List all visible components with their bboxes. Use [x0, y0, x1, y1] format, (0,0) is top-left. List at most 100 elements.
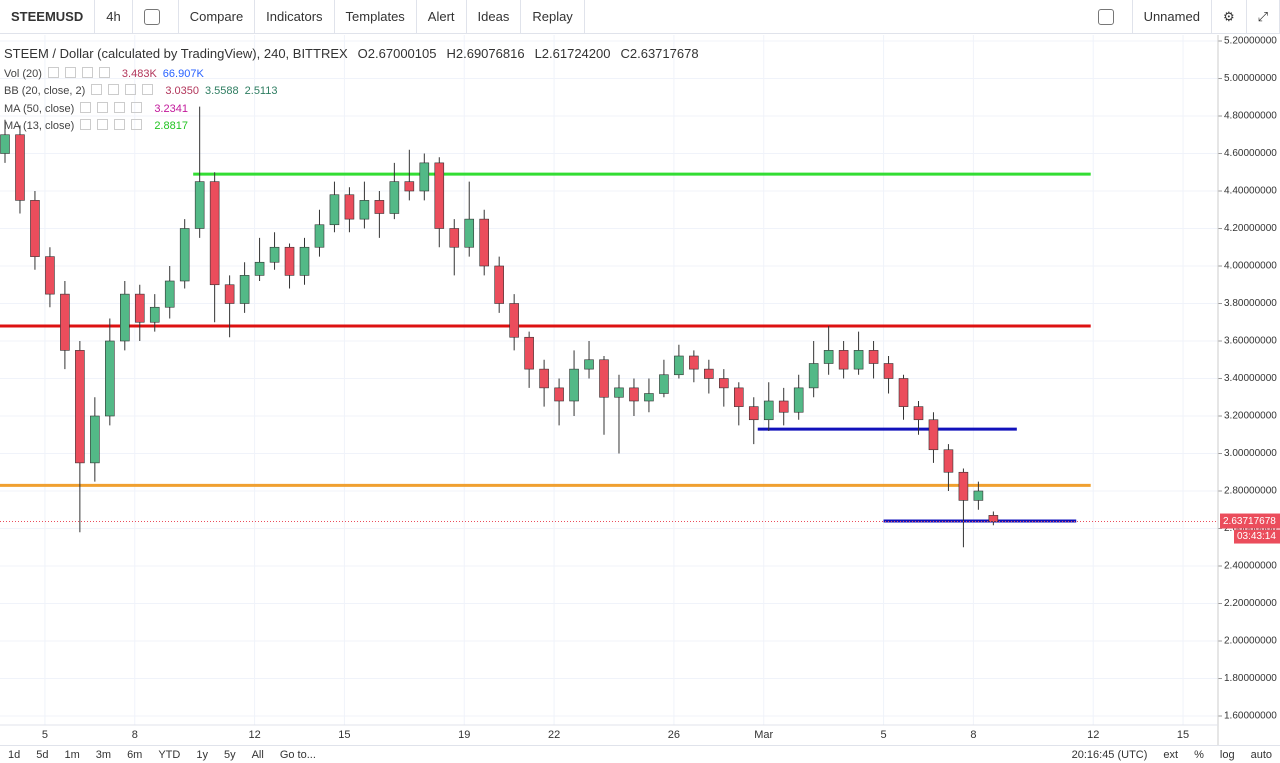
indicator-row: MA (50, close) 3.2341 [4, 100, 699, 118]
control-box[interactable] [80, 101, 92, 113]
candle-body [704, 368, 714, 379]
ohlc-item: C2.63717678 [620, 46, 698, 61]
y-tick-label: 5.00000000 [1224, 73, 1277, 84]
candle-body [419, 162, 430, 192]
control-box[interactable] [131, 101, 143, 113]
indicator-value: 3.0350 [165, 85, 199, 98]
control-box[interactable] [81, 66, 93, 78]
indicator-name: Vol (20) [4, 67, 42, 80]
countdown: 03:43:14 [1237, 531, 1276, 542]
scale-option[interactable]: log [1219, 748, 1235, 761]
candle-body [674, 355, 684, 376]
x-tick-label: 8 [970, 729, 976, 741]
scale-option[interactable]: ext [1163, 748, 1179, 761]
y-tick-label: 3.20000000 [1224, 411, 1277, 422]
candle-body [60, 293, 70, 351]
candle-body [584, 359, 594, 370]
candle-body [644, 393, 654, 402]
plot-background [0, 35, 1218, 725]
legend-title: STEEM / Dollar (calculated by TradingVie… [4, 46, 699, 61]
chart: 1.60000000 1.80000000 2.00000000 2.20000000… [0, 35, 1280, 745]
control-box[interactable] [114, 101, 126, 113]
control-box[interactable] [114, 119, 126, 131]
scale-option[interactable]: auto [1250, 748, 1272, 761]
range-button[interactable]: Go to... [279, 748, 316, 761]
toolbar-button[interactable]: Templates [335, 0, 417, 34]
y-tick-label: 2.20000000 [1224, 598, 1277, 609]
indicator-row: BB (20, close, 2) 3.0350 3.5588 2.5113 [4, 83, 699, 101]
candle-body [883, 363, 894, 379]
range-button[interactable]: All [251, 748, 264, 761]
fullscreen-toggle[interactable] [1087, 0, 1133, 34]
interval[interactable]: 4h [95, 0, 133, 34]
toolbar-button[interactable]: Indicators [255, 0, 335, 34]
range-button[interactable]: 3m [95, 748, 112, 761]
bar-style-icon [143, 8, 160, 25]
ohlc-value: 2.69076816 [455, 46, 525, 61]
range-button[interactable]: 5d [36, 748, 49, 761]
candle-body [988, 515, 999, 522]
candle-body [389, 181, 400, 214]
candle-body [614, 387, 624, 398]
candle-body [30, 200, 40, 257]
y-tick-label: 4.20000000 [1224, 223, 1277, 234]
candle-body [404, 181, 415, 192]
ohlc-item: O2.67000105 [358, 46, 437, 61]
control-box[interactable] [108, 84, 120, 96]
scale-option[interactable]: % [1194, 748, 1204, 761]
candle-body [898, 378, 909, 407]
toolbar-button[interactable]: Compare [179, 0, 256, 34]
candle-body [659, 374, 669, 394]
candle-body [120, 293, 130, 342]
candle-body [539, 368, 549, 389]
candle-body [689, 355, 699, 370]
toolbar-button[interactable]: Ideas [467, 0, 522, 34]
candle-body [149, 306, 160, 323]
range-button[interactable]: 1y [196, 748, 208, 761]
range-button[interactable]: YTD [158, 748, 181, 761]
control-box[interactable] [98, 66, 110, 78]
control-box[interactable] [142, 84, 154, 96]
indicator-value: 3.2341 [154, 102, 188, 115]
control-box[interactable] [80, 119, 92, 131]
range-button[interactable]: 6m [127, 748, 143, 761]
toolbar-button[interactable]: Alert [417, 0, 467, 34]
control-box[interactable] [131, 119, 143, 131]
symbol[interactable]: STEEMUSD [0, 0, 96, 34]
bottom-bar: 1d 5d 1m 3m 6m YTD 1y 5y All Go to... 20:16:45 (U… [0, 745, 1280, 763]
expand[interactable]: ⤢ [1247, 0, 1280, 34]
range-button[interactable]: 1d [8, 748, 21, 761]
settings[interactable]: ⚙ [1212, 0, 1247, 34]
layout-name[interactable]: Unnamed [1133, 0, 1212, 34]
indicator-value: 66.907K [162, 67, 204, 80]
y-tick-label: 2.40000000 [1224, 561, 1277, 572]
candle-body [599, 359, 609, 398]
control-box[interactable] [91, 84, 103, 96]
control-box[interactable] [64, 66, 76, 78]
countdown-tag [1234, 529, 1280, 544]
candle-body [0, 134, 10, 154]
candle-body [75, 350, 85, 464]
range-button[interactable]: 5y [223, 748, 236, 761]
y-tick-label: 4.60000000 [1224, 148, 1277, 159]
candle-body [763, 400, 774, 421]
candle-body [853, 350, 864, 370]
control-box[interactable] [47, 66, 59, 78]
legend: STEEM / Dollar (calculated by TradingVie… [4, 46, 699, 135]
range-button[interactable]: 1m [64, 748, 80, 761]
candle-body [15, 134, 25, 201]
x-tick-label: 22 [548, 729, 560, 741]
symbol-description: STEEM / Dollar (calculated by TradingVie… [4, 46, 348, 61]
toolbar-button[interactable]: Replay [521, 0, 585, 34]
control-box[interactable] [97, 101, 109, 113]
square-icon [1097, 8, 1114, 25]
candle-body [254, 261, 265, 276]
last-price-tag [1220, 513, 1280, 529]
ohlc-value: 2.67000105 [367, 46, 437, 61]
indicator-value: 3.483K [121, 67, 157, 80]
control-box[interactable] [125, 84, 137, 96]
candle-body [943, 449, 954, 473]
control-box[interactable] [97, 119, 109, 131]
bar-style[interactable] [133, 0, 179, 34]
y-tick-label: 3.80000000 [1224, 298, 1277, 309]
